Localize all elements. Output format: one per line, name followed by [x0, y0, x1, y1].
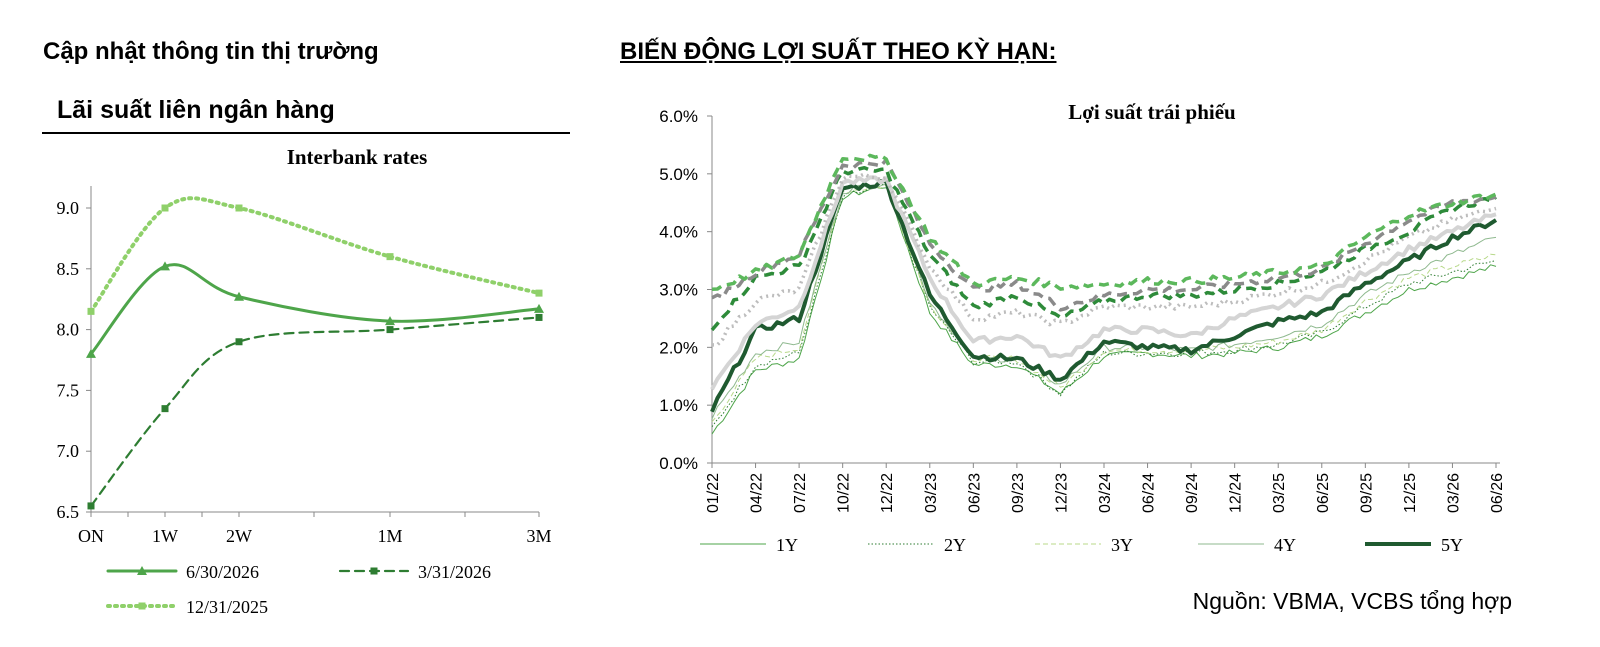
y-tick-label: 6.0%	[659, 107, 698, 126]
y-tick-label: 5.0%	[659, 165, 698, 184]
y-tick-label: 8.5	[57, 259, 80, 279]
x-tick-label: 12/23	[1053, 473, 1070, 513]
x-tick-label: 06/25	[1315, 473, 1332, 513]
y-tick-label: 0.0%	[659, 454, 698, 473]
x-tick-label: 07/22	[792, 473, 809, 513]
data-point	[87, 502, 95, 510]
y-tick-label: 9.0	[57, 198, 80, 218]
x-tick-label: 09/25	[1358, 473, 1375, 513]
interbank-chart: Interbank rates 9.0 8.5 8.0 7.5 7.0 6.5 ON 1W 2W 1…	[57, 145, 552, 617]
x-tick-label: 04/22	[749, 473, 766, 513]
data-point	[235, 204, 243, 212]
source-note: Nguồn: VBMA, VCBS tổng hợp	[1192, 588, 1512, 614]
data-point	[234, 291, 244, 301]
legend-marker	[370, 567, 378, 575]
legend-label: 3Y	[1111, 535, 1133, 555]
yield-series-unlabeled-6	[711, 172, 1497, 347]
x-tick-label: 12/22	[879, 473, 896, 513]
data-point	[535, 313, 543, 321]
x-tick-label: 1W	[152, 526, 178, 546]
y-tick-label: 6.5	[57, 502, 80, 522]
x-tick-label: 2W	[226, 526, 252, 546]
yield-section-title: BIẾN ĐỘNG LỢI SUẤT THEO KỲ HẠN:	[620, 38, 1057, 65]
x-tick-label: 06/23	[966, 473, 983, 513]
x-tick-label: ON	[78, 526, 104, 546]
y-tick-label: 7.0	[57, 441, 80, 461]
data-point	[161, 204, 169, 212]
data-point	[386, 326, 394, 334]
legend-label: 3/31/2026	[418, 562, 491, 582]
series-line-12/31/2025	[89, 196, 541, 314]
data-point	[160, 261, 170, 271]
legend-marker	[137, 566, 147, 575]
x-tick-label: 03/25	[1271, 473, 1288, 513]
data-point	[235, 338, 243, 346]
x-tick-label: 03/26	[1445, 473, 1462, 513]
yield-series-unlabeled-9	[711, 153, 1497, 292]
x-tick-label: 09/23	[1010, 473, 1027, 513]
yield-series-unlabeled-8	[711, 158, 1497, 312]
section-subtitle: Lãi suất liên ngân hàng	[57, 96, 335, 124]
x-tick-label: 12/25	[1402, 473, 1419, 513]
chart-title: Lợi suất trái phiếu	[1068, 100, 1236, 124]
divider	[42, 132, 570, 134]
x-tick-label: 1M	[377, 526, 402, 546]
yield-series-1Y	[711, 186, 1497, 435]
x-tick-label: 09/24	[1184, 473, 1201, 513]
x-tick-label: 01/22	[705, 473, 722, 513]
data-point	[86, 348, 96, 358]
legend-label: 2Y	[944, 535, 966, 555]
legend-marker	[138, 602, 146, 610]
legend-label: 12/31/2025	[186, 597, 268, 617]
series-line-3/31/2026	[89, 316, 541, 508]
data-point	[534, 303, 544, 313]
data-point	[535, 289, 543, 297]
y-tick-label: 1.0%	[659, 396, 698, 415]
legend-label: 5Y	[1441, 535, 1463, 555]
y-tick-label: 7.5	[57, 380, 80, 400]
x-tick-label: 10/22	[836, 473, 853, 513]
legend-label: 4Y	[1274, 535, 1296, 555]
x-tick-label: 12/24	[1228, 473, 1245, 513]
y-tick-label: 8.0	[57, 320, 80, 340]
x-tick-label: 3M	[526, 526, 551, 546]
data-point	[385, 316, 395, 326]
y-tick-label: 2.0%	[659, 338, 698, 357]
x-tick-label: 03/23	[923, 473, 940, 513]
x-tick-label: 06/26	[1489, 473, 1506, 513]
x-tick-label: 03/24	[1097, 473, 1114, 513]
y-tick-label: 4.0%	[659, 223, 698, 242]
legend-label: 1Y	[776, 535, 798, 555]
y-tick-label: 3.0%	[659, 281, 698, 300]
data-point	[386, 253, 394, 261]
series-line-6/30/2026	[89, 263, 541, 356]
x-tick-label: 06/24	[1141, 473, 1158, 513]
data-point	[161, 405, 169, 413]
data-point	[87, 307, 95, 315]
chart-title: Interbank rates	[287, 145, 428, 169]
legend-label: 6/30/2026	[186, 562, 259, 582]
section-title: Cập nhật thông tin thị trường	[43, 38, 379, 65]
